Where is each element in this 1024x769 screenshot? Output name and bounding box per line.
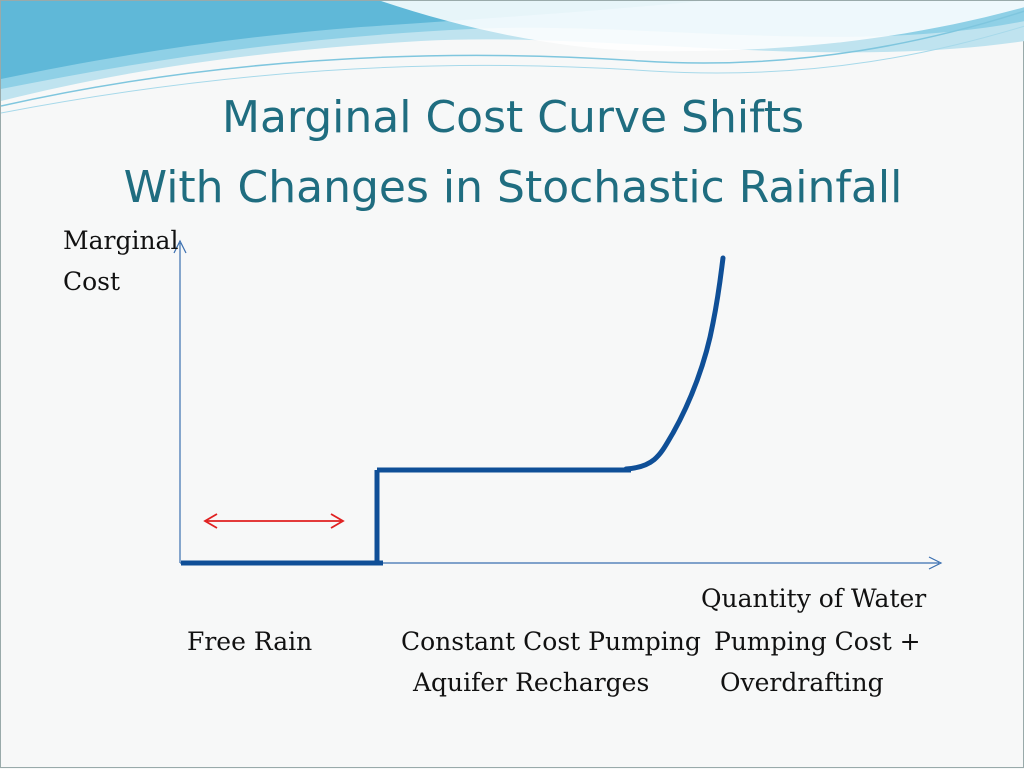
shift-arrow-right-head [330, 513, 345, 529]
region-label-free-rain: Free Rain [187, 627, 313, 656]
region-label-constant-cost-line-2: Aquifer Recharges [413, 668, 650, 697]
y-axis-label-line-1: Marginal [63, 226, 179, 255]
region-label-constant-cost-line-1: Constant Cost Pumping [401, 627, 701, 656]
shift-arrow-left-head [203, 513, 218, 529]
x-axis-label: Quantity of Water [701, 584, 927, 613]
y-axis-label-line-2: Cost [63, 267, 121, 296]
region-label-pumping-cost-line-1: Pumping Cost + [714, 627, 921, 656]
y-axis-arrowhead [173, 239, 187, 254]
title-line-1: Marginal Cost Curve Shifts [222, 92, 804, 143]
title-line-2: With Changes in Stochastic Rainfall [123, 162, 903, 213]
x-axis-arrowhead [928, 556, 943, 570]
slide-title: Marginal Cost Curve Shifts With Changes … [1, 83, 1024, 223]
region-label-pumping-cost-line-2: Overdrafting [720, 668, 884, 697]
overdraft-curve-segment [623, 255, 726, 472]
header-wave-decoration [1, 1, 1024, 114]
